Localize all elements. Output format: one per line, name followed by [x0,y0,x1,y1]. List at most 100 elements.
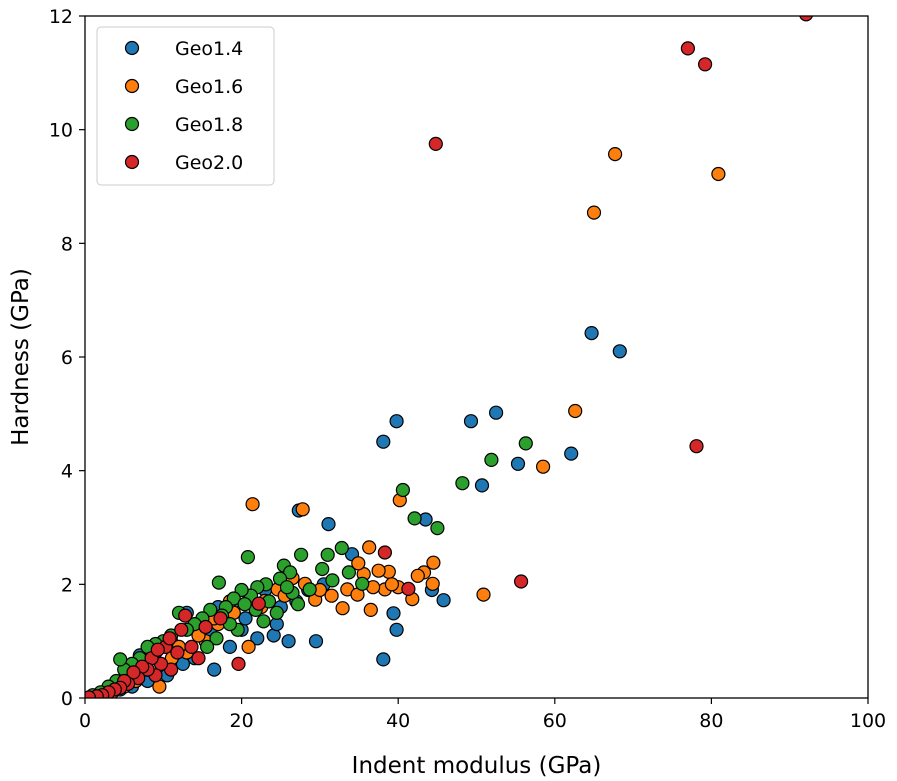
data-point-geo1-8-3 [395,482,410,498]
data-point-geo1-6-16 [362,540,377,555]
data-point-geo2-0-8 [251,596,266,611]
data-point-geo1-8-10 [211,575,226,590]
data-point-geo2-0-3 [428,136,443,151]
data-point-geo1-4-13 [389,622,404,637]
y-tick-label: 2 [61,574,73,596]
data-point-geo2-0-11 [198,619,213,635]
legend-label: Geo1.6 [175,76,243,98]
data-point-geo1-4-24 [207,662,222,677]
data-point-geo1-8-11 [355,576,370,591]
x-axis-label: Indent modulus (GPa) [352,753,602,779]
data-point-geo1-8-0 [518,436,533,451]
data-point-geo1-6-0 [607,147,623,162]
data-point-geo1-6-9 [426,555,441,570]
y-tick-label: 4 [61,461,73,483]
x-tick-label: 100 [850,710,886,732]
data-point-geo1-4-8 [474,478,490,493]
legend-marker [124,40,140,56]
data-point-geo1-6-4 [535,459,551,474]
data-point-geo1-8-53 [200,639,215,655]
data-point-geo1-6-6 [245,497,260,512]
legend-marker [124,154,140,170]
data-point-geo1-8-5 [430,520,445,536]
data-point-geo2-0-12 [191,651,206,666]
data-point-geo1-4-19 [281,634,296,649]
data-point-geo1-8-6 [334,540,349,556]
data-point-geo1-6-50 [384,577,399,592]
data-point-geo2-0-7 [377,545,392,560]
data-point-geo1-8-46 [290,597,306,612]
data-point-geo1-8-17 [283,565,298,580]
data-point-geo2-0-14 [174,622,189,637]
data-point-geo1-8-12 [341,565,356,580]
data-point-geo2-0-4 [689,439,704,454]
legend-label: Geo1.4 [175,38,243,60]
data-point-geo1-8-2 [455,476,470,491]
data-point-geo1-6-15 [371,563,386,578]
data-point-geo1-6-11 [425,576,440,591]
data-point-geo1-6-21 [335,601,350,616]
x-tick-label: 20 [230,710,254,732]
data-point-geo2-0-5 [513,574,529,589]
data-point-geo1-4-21 [250,631,265,646]
data-point-geo1-8-52 [237,597,252,612]
data-point-geo2-0-13 [184,639,199,655]
data-point-geo2-0-1 [680,41,696,56]
data-point-geo1-8-38 [113,652,128,667]
data-point-geo1-4-4 [489,405,504,420]
y-tick-label: 6 [61,347,73,369]
data-point-geo2-0-34 [162,631,177,646]
data-point-geo1-6-7 [295,502,310,517]
data-point-geo1-8-7 [320,547,335,562]
data-point-geo1-4-6 [510,456,526,471]
points-layer [85,16,813,698]
data-point-geo1-4-3 [463,414,479,429]
data-point-geo1-8-4 [407,511,422,526]
data-point-geo1-6-48 [324,588,339,603]
data-point-geo1-8-47 [256,614,271,629]
x-tick-label: 80 [699,710,723,732]
data-point-geo2-0-15 [170,645,185,660]
data-point-geo1-8-15 [302,582,317,597]
data-point-geo2-0-10 [213,611,228,626]
data-point-geo1-4-11 [436,593,451,608]
data-point-geo1-8-9 [240,549,255,565]
data-point-geo1-8-54 [279,580,295,595]
data-point-geo1-4-7 [564,446,579,461]
data-point-geo2-0-2 [697,57,713,72]
data-point-geo2-0-6 [401,581,416,597]
y-tick-label: 12 [49,6,73,28]
legend-marker [124,116,140,132]
data-point-geo1-6-2 [586,205,602,220]
data-point-geo1-4-18 [308,634,324,649]
data-point-geo1-6-51 [410,568,425,583]
data-point-geo1-8-50 [209,631,224,646]
y-tick-label: 0 [61,688,73,710]
data-point-geo1-6-1 [711,166,726,182]
legend-label: Geo2.0 [175,152,243,174]
y-axis-label: Hardness (GPa) [8,268,34,446]
x-axis-ticks: 0 20 40 60 80 100 [79,698,886,732]
data-point-geo1-4-1 [612,344,627,359]
data-point-geo1-6-3 [568,403,583,419]
data-point-geo2-0-24 [126,665,141,680]
y-tick-label: 8 [61,233,73,255]
data-point-geo1-8-8 [294,547,309,562]
data-point-geo1-4-23 [222,639,237,655]
data-point-geo1-8-1 [484,452,499,467]
x-tick-label: 60 [543,710,567,732]
legend: Geo1.4 Geo1.6 Geo1.8 Geo2.0 [96,26,275,186]
x-tick-label: 40 [386,710,410,732]
data-point-geo1-4-48 [238,611,253,626]
data-point-geo2-0-0 [799,16,813,22]
data-point-geo1-4-12 [386,606,401,621]
data-point-geo1-6-5 [476,587,491,602]
data-point-geo1-4-5 [376,434,391,449]
data-point-geo1-4-0 [584,326,599,341]
data-point-geo1-8-13 [315,561,330,577]
data-point-geo1-6-18 [351,556,366,571]
data-point-geo2-0-35 [150,642,165,657]
data-point-geo2-0-33 [178,608,193,623]
y-tick-label: 10 [49,120,73,142]
